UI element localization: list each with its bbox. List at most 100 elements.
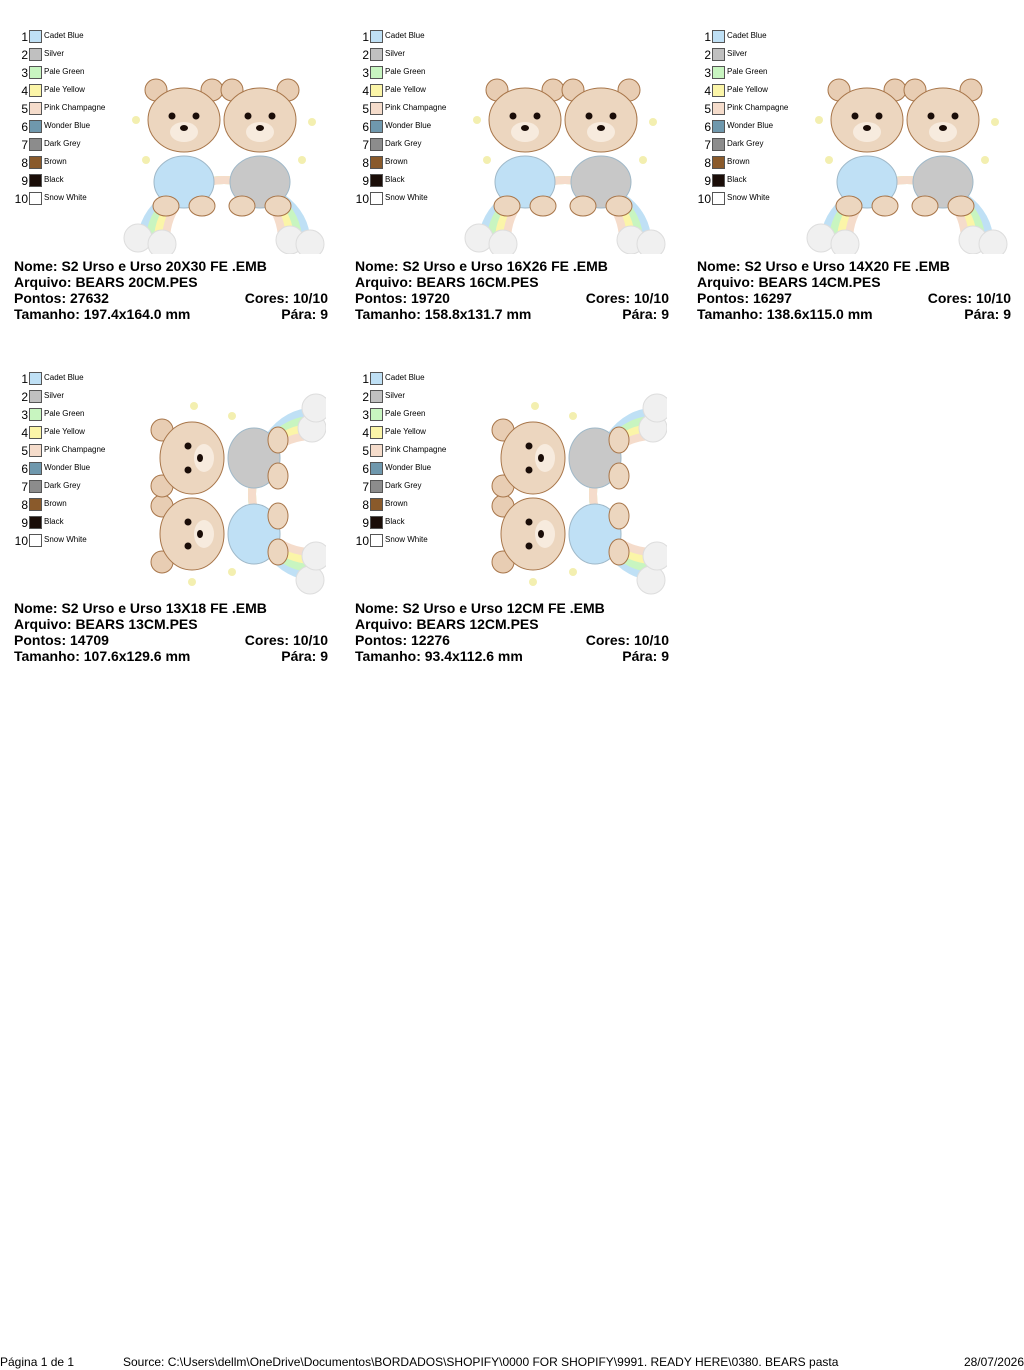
- thread-name: Brown: [727, 157, 750, 166]
- thread-row: 8 Brown: [14, 496, 124, 514]
- bear-part: [906, 87, 980, 153]
- thread-name: Snow White: [44, 535, 87, 544]
- thread-name: Pale Yellow: [44, 85, 85, 94]
- thread-row: 8 Brown: [355, 496, 465, 514]
- bear-part: [488, 87, 562, 153]
- thread-swatch: [370, 192, 383, 205]
- thread-name: Dark Grey: [44, 139, 81, 148]
- bear-part: [147, 87, 221, 153]
- thread-row: 2 Silver: [697, 46, 807, 64]
- thread-swatch: [370, 84, 383, 97]
- thread-swatch: [370, 498, 383, 511]
- thread-row: 4 Pale Yellow: [14, 82, 124, 100]
- thread-name: Snow White: [44, 193, 87, 202]
- thread-name: Pale Green: [385, 409, 426, 418]
- cloud: [301, 541, 326, 571]
- thread-name: Black: [727, 175, 747, 184]
- thread-name: Cadet Blue: [385, 31, 425, 40]
- info-stitches: Pontos: 19720: [355, 290, 450, 306]
- thread-row: 2 Silver: [355, 46, 465, 64]
- bear-part: [608, 462, 630, 490]
- thread-name: Snow White: [385, 193, 428, 202]
- thread-number: 10: [355, 192, 369, 206]
- thread-name: Pale Green: [727, 67, 768, 76]
- thread-name: Pale Green: [44, 409, 85, 418]
- thread-row: 10 Snow White: [14, 190, 124, 208]
- thread-number: 6: [21, 462, 28, 476]
- thread-number: 1: [362, 372, 369, 386]
- bear-part: [525, 466, 533, 474]
- bear-part: [863, 125, 871, 131]
- thread-number: 5: [704, 102, 711, 116]
- thread-row: 2 Silver: [14, 388, 124, 406]
- thread-name: Dark Grey: [385, 139, 422, 148]
- info-stops: Pára: 9: [281, 648, 328, 664]
- cloud: [636, 229, 666, 254]
- thread-row: 9 Black: [355, 172, 465, 190]
- thread-swatch: [29, 426, 42, 439]
- thread-row: 1 Cadet Blue: [14, 370, 124, 388]
- bear-part: [228, 195, 256, 217]
- design-card: 1 Cadet Blue 2 Silver 3 Pale Green 4 Pale Yello…: [14, 370, 328, 670]
- thread-number: 10: [14, 534, 28, 548]
- thread-row: 7 Dark Grey: [697, 136, 807, 154]
- thread-row: 9 Black: [14, 514, 124, 532]
- thread-name: Black: [385, 517, 405, 526]
- thread-row: 3 Pale Green: [14, 64, 124, 82]
- bear-part: [494, 155, 556, 209]
- bear-part: [912, 155, 974, 209]
- thread-name: Silver: [44, 391, 65, 400]
- bear-part: [835, 195, 863, 217]
- bear-part: [911, 195, 939, 217]
- info-file: Arquivo: BEARS 13CM.PES: [14, 616, 198, 632]
- cloud: [488, 229, 518, 254]
- thread-swatch: [29, 138, 42, 151]
- info-colors: Cores: 10/10: [244, 290, 328, 306]
- bear-part: [159, 421, 225, 495]
- date: 28/07/2026: [963, 1355, 1024, 1369]
- thread-swatch: [370, 156, 383, 169]
- bear-part: [229, 155, 291, 209]
- bear-part: [535, 520, 555, 548]
- bear-part: [568, 427, 622, 489]
- info-stops: Pára: 9: [964, 306, 1011, 322]
- star: [228, 412, 236, 420]
- thread-name: Cadet Blue: [727, 31, 767, 40]
- thread-row: 5 Pink Champagne: [355, 442, 465, 460]
- bear-part: [608, 538, 630, 566]
- bear-part: [227, 503, 281, 565]
- thread-swatch: [712, 138, 725, 151]
- bear-part: [947, 195, 975, 217]
- thread-number: 3: [704, 66, 711, 80]
- thread-name: Silver: [385, 391, 406, 400]
- thread-swatch: [29, 192, 42, 205]
- thread-number: 8: [704, 156, 711, 170]
- bear-part: [525, 542, 533, 550]
- thread-name: Snow White: [385, 535, 428, 544]
- cloud: [806, 223, 836, 253]
- star: [298, 156, 306, 164]
- bear-part: [569, 195, 597, 217]
- thread-swatch: [370, 174, 383, 187]
- info-file: Arquivo: BEARS 14CM.PES: [697, 274, 881, 290]
- info-stitches: Pontos: 27632: [14, 290, 109, 306]
- info-name: Nome: S2 Urso e Urso 14X20 FE .EMB: [697, 258, 950, 274]
- bear-part: [836, 155, 898, 209]
- thread-row: 3 Pale Green: [355, 64, 465, 82]
- bear-part: [538, 454, 544, 462]
- design: [491, 393, 667, 595]
- info-size: Tamanho: 107.6x129.6 mm: [14, 648, 191, 664]
- thread-name: Wonder Blue: [44, 463, 91, 472]
- bear-part: [605, 195, 633, 217]
- info-colors: Cores: 10/10: [244, 632, 328, 648]
- info-colors: Cores: 10/10: [585, 632, 669, 648]
- thread-name: Dark Grey: [727, 139, 764, 148]
- thread-swatch: [712, 30, 725, 43]
- bear-part: [564, 87, 638, 153]
- thread-swatch: [370, 138, 383, 151]
- thread-row: 10 Snow White: [14, 532, 124, 550]
- thread-row: 8 Brown: [14, 154, 124, 172]
- info-file: Arquivo: BEARS 16CM.PES: [355, 274, 539, 290]
- bear-part: [227, 427, 281, 489]
- source-path: Source: C:\Users\dellm\OneDrive\Document…: [123, 1355, 839, 1369]
